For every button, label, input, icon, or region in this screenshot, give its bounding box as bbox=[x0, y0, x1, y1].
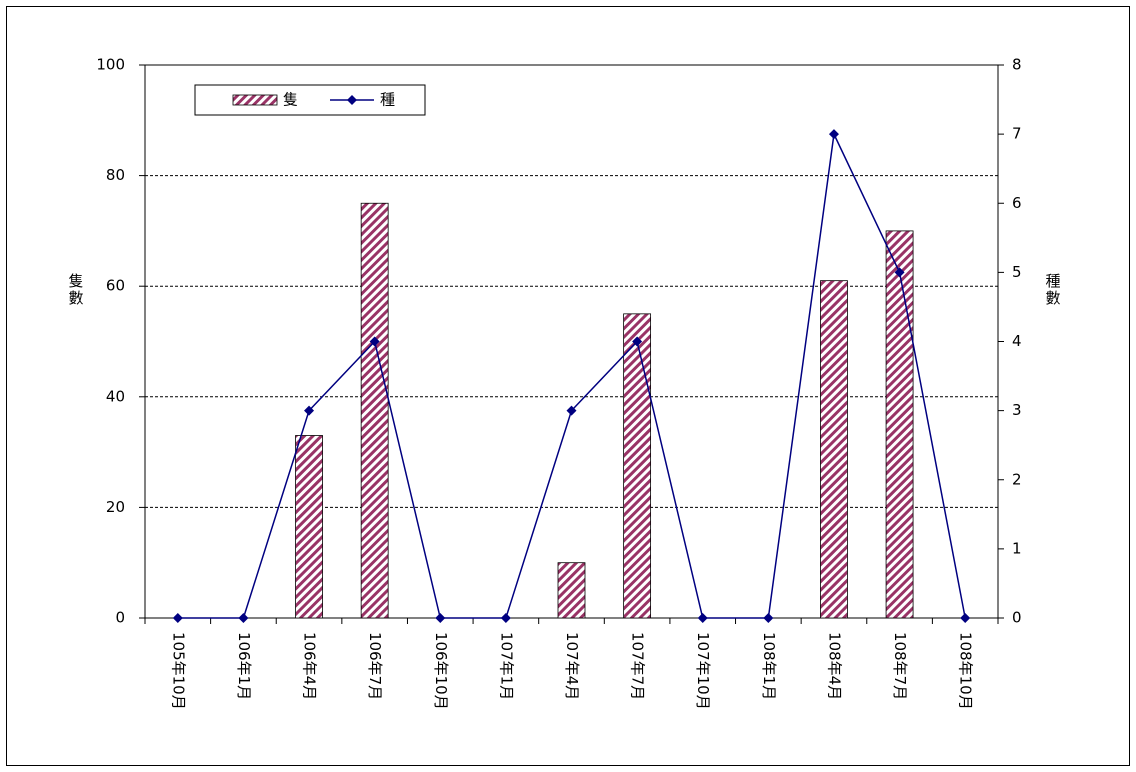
marker bbox=[304, 405, 315, 416]
x-tick-label: 105年10月 bbox=[169, 632, 187, 710]
y2-tick-label: 6 bbox=[1012, 194, 1022, 212]
marker bbox=[500, 613, 511, 623]
marker bbox=[435, 613, 446, 623]
y2-tick-label: 0 bbox=[1012, 609, 1022, 627]
y-tick-label: 0 bbox=[115, 609, 125, 627]
x-tick-label: 106年4月 bbox=[301, 632, 319, 700]
y2-tick-label: 2 bbox=[1012, 470, 1022, 488]
marker bbox=[369, 336, 380, 347]
legend-label: 隻 bbox=[283, 91, 298, 109]
x-tick-label: 108年4月 bbox=[825, 632, 843, 700]
y-tick-label: 40 bbox=[106, 387, 125, 405]
marker bbox=[763, 613, 774, 623]
bar bbox=[885, 230, 914, 619]
marker bbox=[172, 613, 183, 623]
x-tick-label: 106年1月 bbox=[235, 632, 253, 700]
x-tick-label: 108年10月 bbox=[957, 632, 975, 710]
bar bbox=[360, 202, 389, 619]
y-tick-label: 80 bbox=[106, 166, 125, 184]
marker bbox=[697, 613, 708, 623]
y2-tick-label: 3 bbox=[1012, 401, 1022, 419]
x-tick-label: 106年7月 bbox=[366, 632, 384, 700]
x-tick-label: 107年10月 bbox=[694, 632, 712, 710]
bar bbox=[820, 280, 848, 619]
x-tick-label: 108年7月 bbox=[891, 632, 909, 700]
x-tick-label: 107年1月 bbox=[497, 632, 515, 700]
marker bbox=[960, 613, 971, 623]
y2-tick-label: 5 bbox=[1012, 263, 1022, 281]
x-tick-label: 106年10月 bbox=[432, 632, 450, 710]
y2-tick-label: 1 bbox=[1012, 539, 1022, 557]
marker bbox=[238, 613, 249, 623]
x-tick-label: 107年7月 bbox=[629, 632, 647, 700]
bar bbox=[295, 435, 323, 619]
marker bbox=[566, 405, 577, 416]
y-tick-label: 100 bbox=[96, 56, 125, 74]
marker bbox=[632, 336, 643, 347]
bar bbox=[623, 313, 652, 619]
x-tick-label: 107年4月 bbox=[563, 632, 581, 700]
y2-tick-label: 7 bbox=[1012, 125, 1022, 143]
marker bbox=[894, 267, 905, 278]
x-tick-label: 108年1月 bbox=[760, 632, 778, 700]
y2-axis-title: 種數 bbox=[1044, 273, 1062, 307]
legend-marker bbox=[347, 95, 357, 105]
y-tick-label: 60 bbox=[106, 277, 125, 295]
y2-tick-label: 8 bbox=[1012, 56, 1022, 74]
legend-swatch bbox=[232, 94, 278, 106]
marker bbox=[828, 129, 839, 140]
y-axis-title: 隻數 bbox=[67, 273, 85, 307]
legend-label: 種 bbox=[380, 91, 395, 109]
y-tick-label: 20 bbox=[106, 498, 125, 516]
y2-tick-label: 4 bbox=[1012, 332, 1022, 350]
bar bbox=[557, 562, 586, 619]
frame bbox=[6, 6, 1130, 766]
